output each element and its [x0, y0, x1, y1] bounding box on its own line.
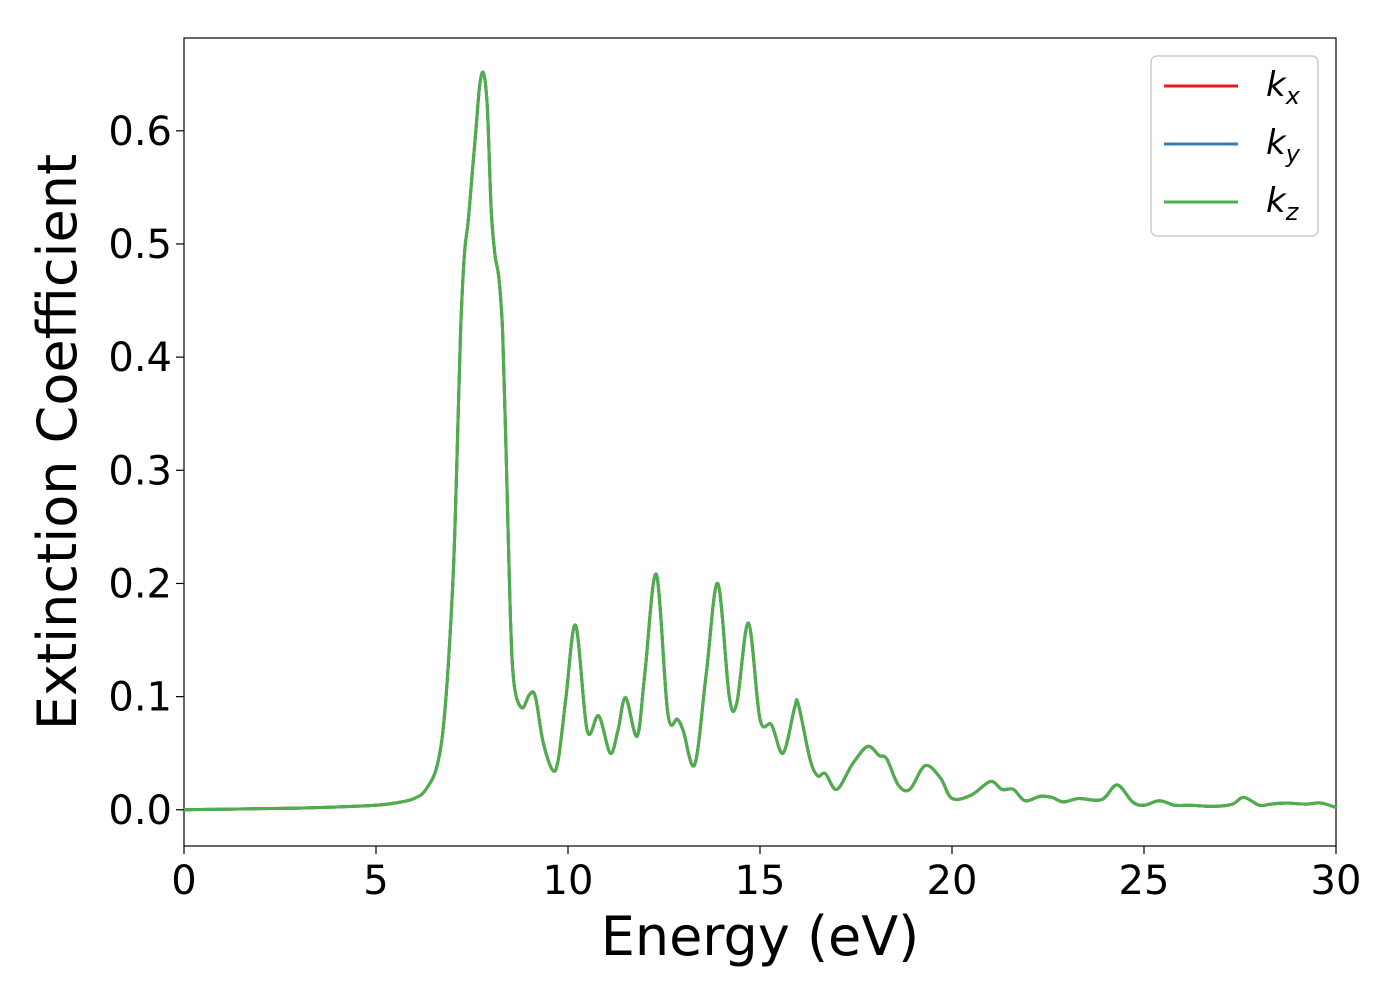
x-tick-label: 5 — [363, 858, 388, 904]
series-line-kz — [182, 70, 1338, 812]
y-tick-label: 0.3 — [108, 448, 172, 494]
legend: kx ky kz — [1150, 55, 1319, 237]
legend-label-kx: kx — [1266, 65, 1301, 110]
x-tick-label: 20 — [927, 858, 978, 904]
y-tick-label: 0.6 — [108, 109, 172, 155]
x-axis-ticks: 0 5 10 15 20 25 30 — [171, 846, 1361, 904]
y-tick-label: 0.5 — [108, 222, 172, 268]
x-tick-label: 10 — [543, 858, 594, 904]
x-tick-label: 15 — [735, 858, 786, 904]
y-tick-label: 0.1 — [108, 675, 172, 721]
x-tick-label: 0 — [171, 858, 196, 904]
legend-label-ky: ky — [1266, 123, 1301, 168]
legend-label-kz: kz — [1266, 181, 1300, 226]
series-layer — [182, 70, 1338, 812]
y-tick-label: 0.0 — [108, 788, 172, 834]
y-axis-title: Extinction Coefficient — [26, 154, 89, 730]
x-tick-label: 30 — [1311, 858, 1362, 904]
x-tick-label: 25 — [1119, 858, 1170, 904]
x-axis-title: Energy (eV) — [601, 905, 920, 968]
y-tick-label: 0.2 — [108, 561, 172, 607]
y-tick-label: 0.4 — [108, 335, 172, 381]
y-axis-ticks: 0.0 0.1 0.2 0.3 0.4 0.5 0.6 — [108, 109, 184, 834]
legend-box — [1150, 55, 1319, 237]
